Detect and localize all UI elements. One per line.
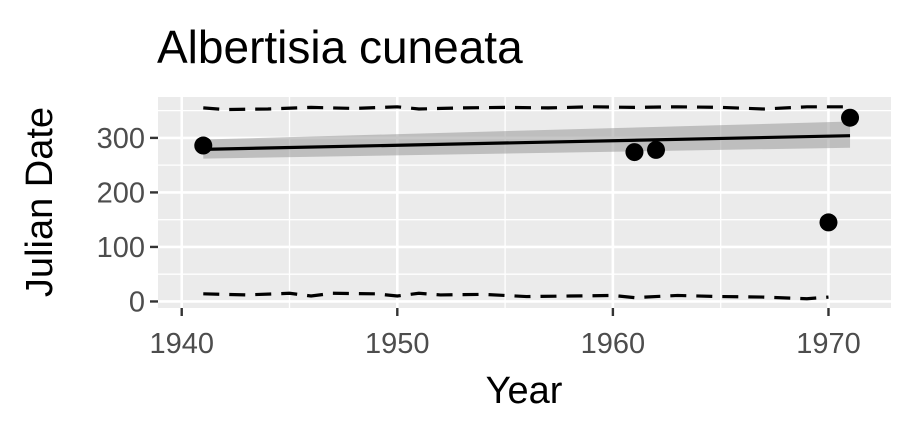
x-tick-label: 1940 xyxy=(149,328,214,360)
y-tick-label: 200 xyxy=(97,177,145,209)
y-tick-label: 100 xyxy=(97,232,145,264)
data-point xyxy=(841,108,860,127)
chart-title: Albertisia cuneata xyxy=(157,21,523,73)
y-axis-ticks: 0 100 200 300 xyxy=(97,123,158,318)
upper-bound-line xyxy=(203,105,851,112)
data-point xyxy=(625,143,644,162)
x-tick-label: 1950 xyxy=(365,328,430,360)
x-tick-label: 1970 xyxy=(796,328,861,360)
y-axis-title: Julian Date xyxy=(19,107,61,297)
x-axis-ticks: 1940 1950 1960 1970 xyxy=(149,308,861,360)
data-points xyxy=(194,108,860,232)
data-point xyxy=(194,136,213,155)
x-tick-label: 1960 xyxy=(581,328,646,360)
x-axis-title: Year xyxy=(486,370,563,412)
trend-line xyxy=(203,134,851,151)
lower-bound-line xyxy=(203,291,829,301)
data-point xyxy=(819,213,838,232)
data-point xyxy=(647,140,666,159)
y-tick-label: 0 xyxy=(129,286,145,318)
confidence-band xyxy=(203,121,851,159)
y-tick-label: 300 xyxy=(97,123,145,155)
